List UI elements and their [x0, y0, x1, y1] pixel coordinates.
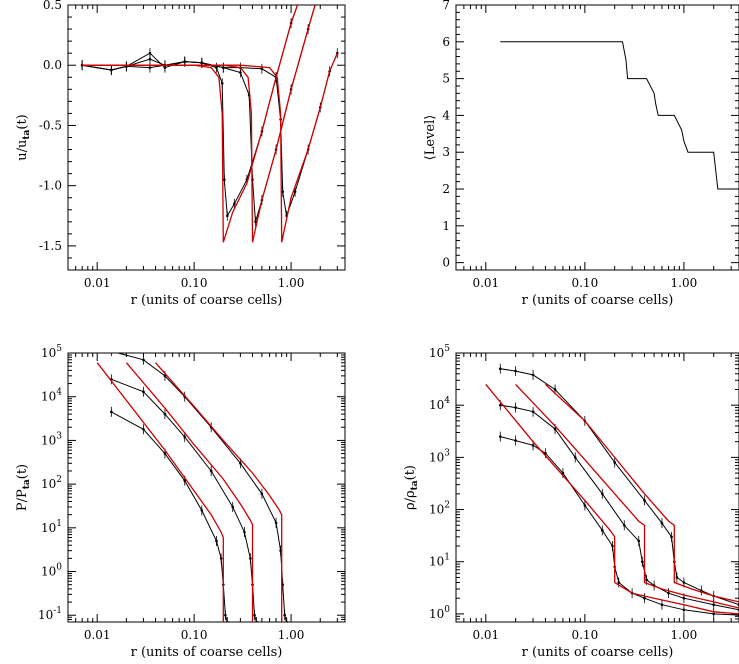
y-tick-label: 3	[442, 145, 450, 159]
y-tick-label: 102	[429, 501, 450, 517]
x-tick-label: 0.10	[181, 276, 208, 290]
model-curve	[111, 378, 257, 622]
y-tick-label: 104	[429, 396, 450, 412]
x-tick-label: 1.00	[671, 628, 698, 642]
y-tick-label: 104	[41, 388, 62, 404]
x-tick-label: 0.01	[84, 276, 111, 290]
x-axis-label: r (units of coarse cells)	[131, 293, 283, 308]
y-tick-label: -1.0	[39, 179, 62, 193]
y-tick-label: 4	[442, 108, 450, 122]
x-tick-label: 0.01	[472, 276, 499, 290]
y-tick-label: 101	[41, 519, 62, 535]
model-curve	[82, 5, 316, 222]
model-curve	[82, 5, 299, 218]
y-axis-label: ⟨Level⟩	[423, 115, 438, 161]
analytic-curve	[96, 362, 224, 622]
velocity-panel: 0.01 0.10 1.00 0.5 0.0 -0.5 -1.0 -1.5 r (units o…	[15, 0, 346, 308]
series-group	[96, 350, 288, 622]
analytic-curve	[125, 362, 254, 622]
y-tick-label: 6	[442, 35, 450, 49]
series-group	[500, 41, 739, 190]
model-curve	[111, 411, 228, 622]
y-tick-label: 102	[41, 475, 62, 491]
y-tick-label: 2	[442, 182, 450, 196]
plot-frame	[455, 4, 739, 271]
density-panel: 0.01 0.10 1.00 105 104 103 102 101 100 r (units o…	[403, 344, 739, 660]
y-axis-label: u/uta(t)	[15, 114, 32, 161]
y-axis-label: ρ/ρta(t)	[403, 465, 420, 510]
y-tick-label: 105	[41, 344, 62, 360]
y-tick-label: 101	[429, 553, 450, 569]
plot-frame	[67, 352, 346, 623]
y-tick-label: 103	[41, 431, 62, 447]
x-axis-label: r (units of coarse cells)	[522, 293, 674, 308]
y-tick-label: 103	[429, 448, 450, 464]
y-tick-label: 0	[442, 256, 450, 270]
x-tick-label: 0.01	[84, 628, 111, 642]
y-tick-label: 0.0	[43, 58, 62, 72]
x-tick-label: 1.00	[278, 628, 305, 642]
model-curve	[82, 53, 338, 216]
analytic-curve	[515, 383, 739, 609]
x-axis-label: r (units of coarse cells)	[522, 645, 674, 660]
y-tick-label: 105	[429, 344, 450, 360]
model-curve	[116, 353, 288, 622]
analytic-curve	[544, 383, 739, 603]
y-axis-label: P/Pta(t)	[15, 464, 32, 511]
y-tick-label: -0.5	[39, 118, 62, 132]
model-curve	[500, 404, 739, 611]
analytic-curve	[82, 52, 338, 243]
analytic-curve	[155, 362, 283, 622]
x-tick-label: 0.10	[181, 628, 208, 642]
analytic-curve	[485, 383, 739, 615]
y-tick-label: 7	[442, 0, 450, 12]
x-tick-label: 1.00	[671, 276, 698, 290]
series-group	[485, 363, 739, 621]
y-tick-label: -1.5	[39, 239, 62, 253]
y-tick-label: 1	[442, 219, 450, 233]
data-point	[110, 350, 113, 353]
y-tick-label: 10-1	[38, 606, 62, 622]
series-group	[80, 5, 339, 243]
pressure-panel: 0.01 0.10 1.00 105 104 103 102 101 100 10-1 r (uni…	[15, 344, 346, 660]
y-tick-label: 5	[442, 72, 450, 86]
model-curve	[500, 368, 739, 606]
x-tick-label: 0.01	[472, 628, 499, 642]
x-axis-label: r (units of coarse cells)	[131, 645, 283, 660]
y-tick-label: 0.5	[43, 0, 62, 12]
x-tick-label: 0.10	[571, 628, 598, 642]
plot-frame	[455, 352, 739, 623]
x-tick-label: 1.00	[278, 276, 305, 290]
y-tick-label: 100	[41, 563, 62, 579]
y-tick-label: 100	[429, 605, 450, 621]
model-curve	[500, 41, 739, 190]
level-panel: 0.01 0.10 1.00 7 6 5 4 3 2 1 0 r (units of coarse c…	[423, 0, 739, 308]
x-tick-label: 0.10	[571, 276, 598, 290]
